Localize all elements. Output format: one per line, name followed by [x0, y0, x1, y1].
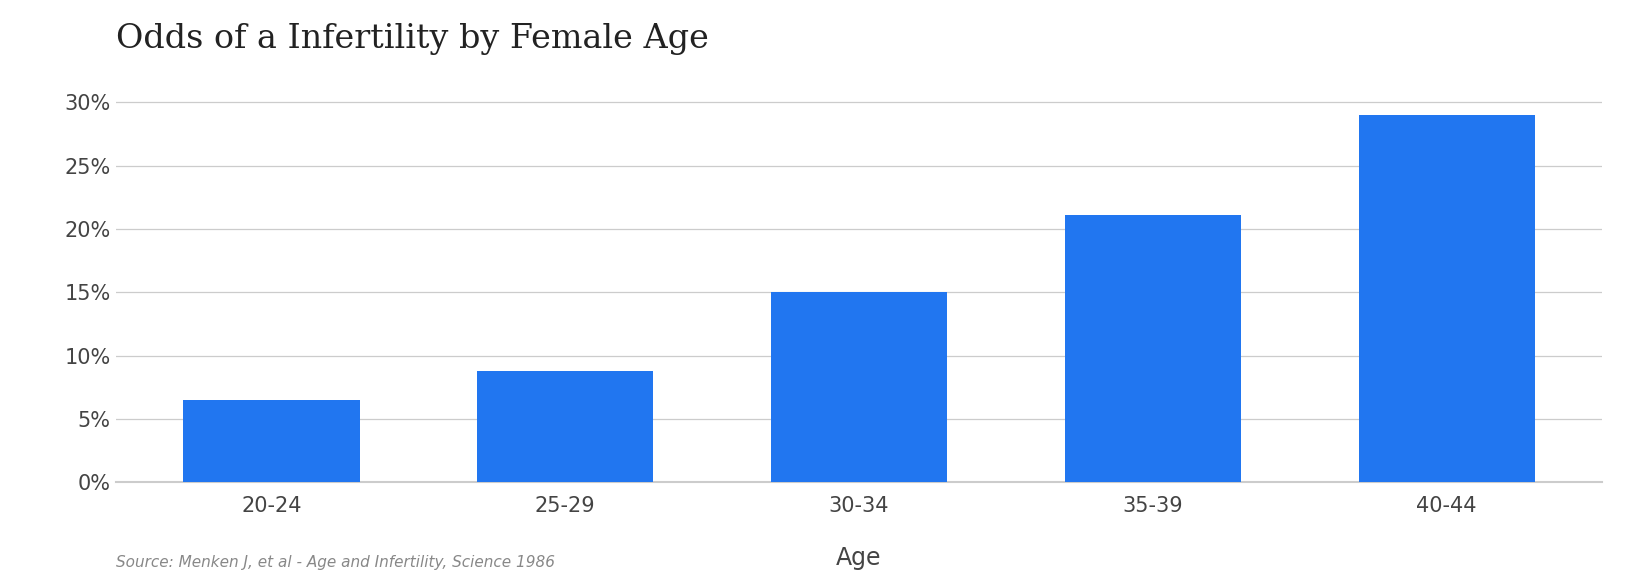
Bar	[183, 400, 360, 482]
Text: Age: Age	[836, 546, 882, 570]
Text: Odds of a Infertility by Female Age: Odds of a Infertility by Female Age	[116, 24, 709, 55]
Text: Source: Menken J, et al - Age and Infertility, Science 1986: Source: Menken J, et al - Age and Infert…	[116, 555, 555, 570]
Bar	[1358, 115, 1535, 482]
Bar	[1066, 215, 1241, 482]
Bar	[771, 292, 947, 482]
Bar	[477, 370, 653, 482]
